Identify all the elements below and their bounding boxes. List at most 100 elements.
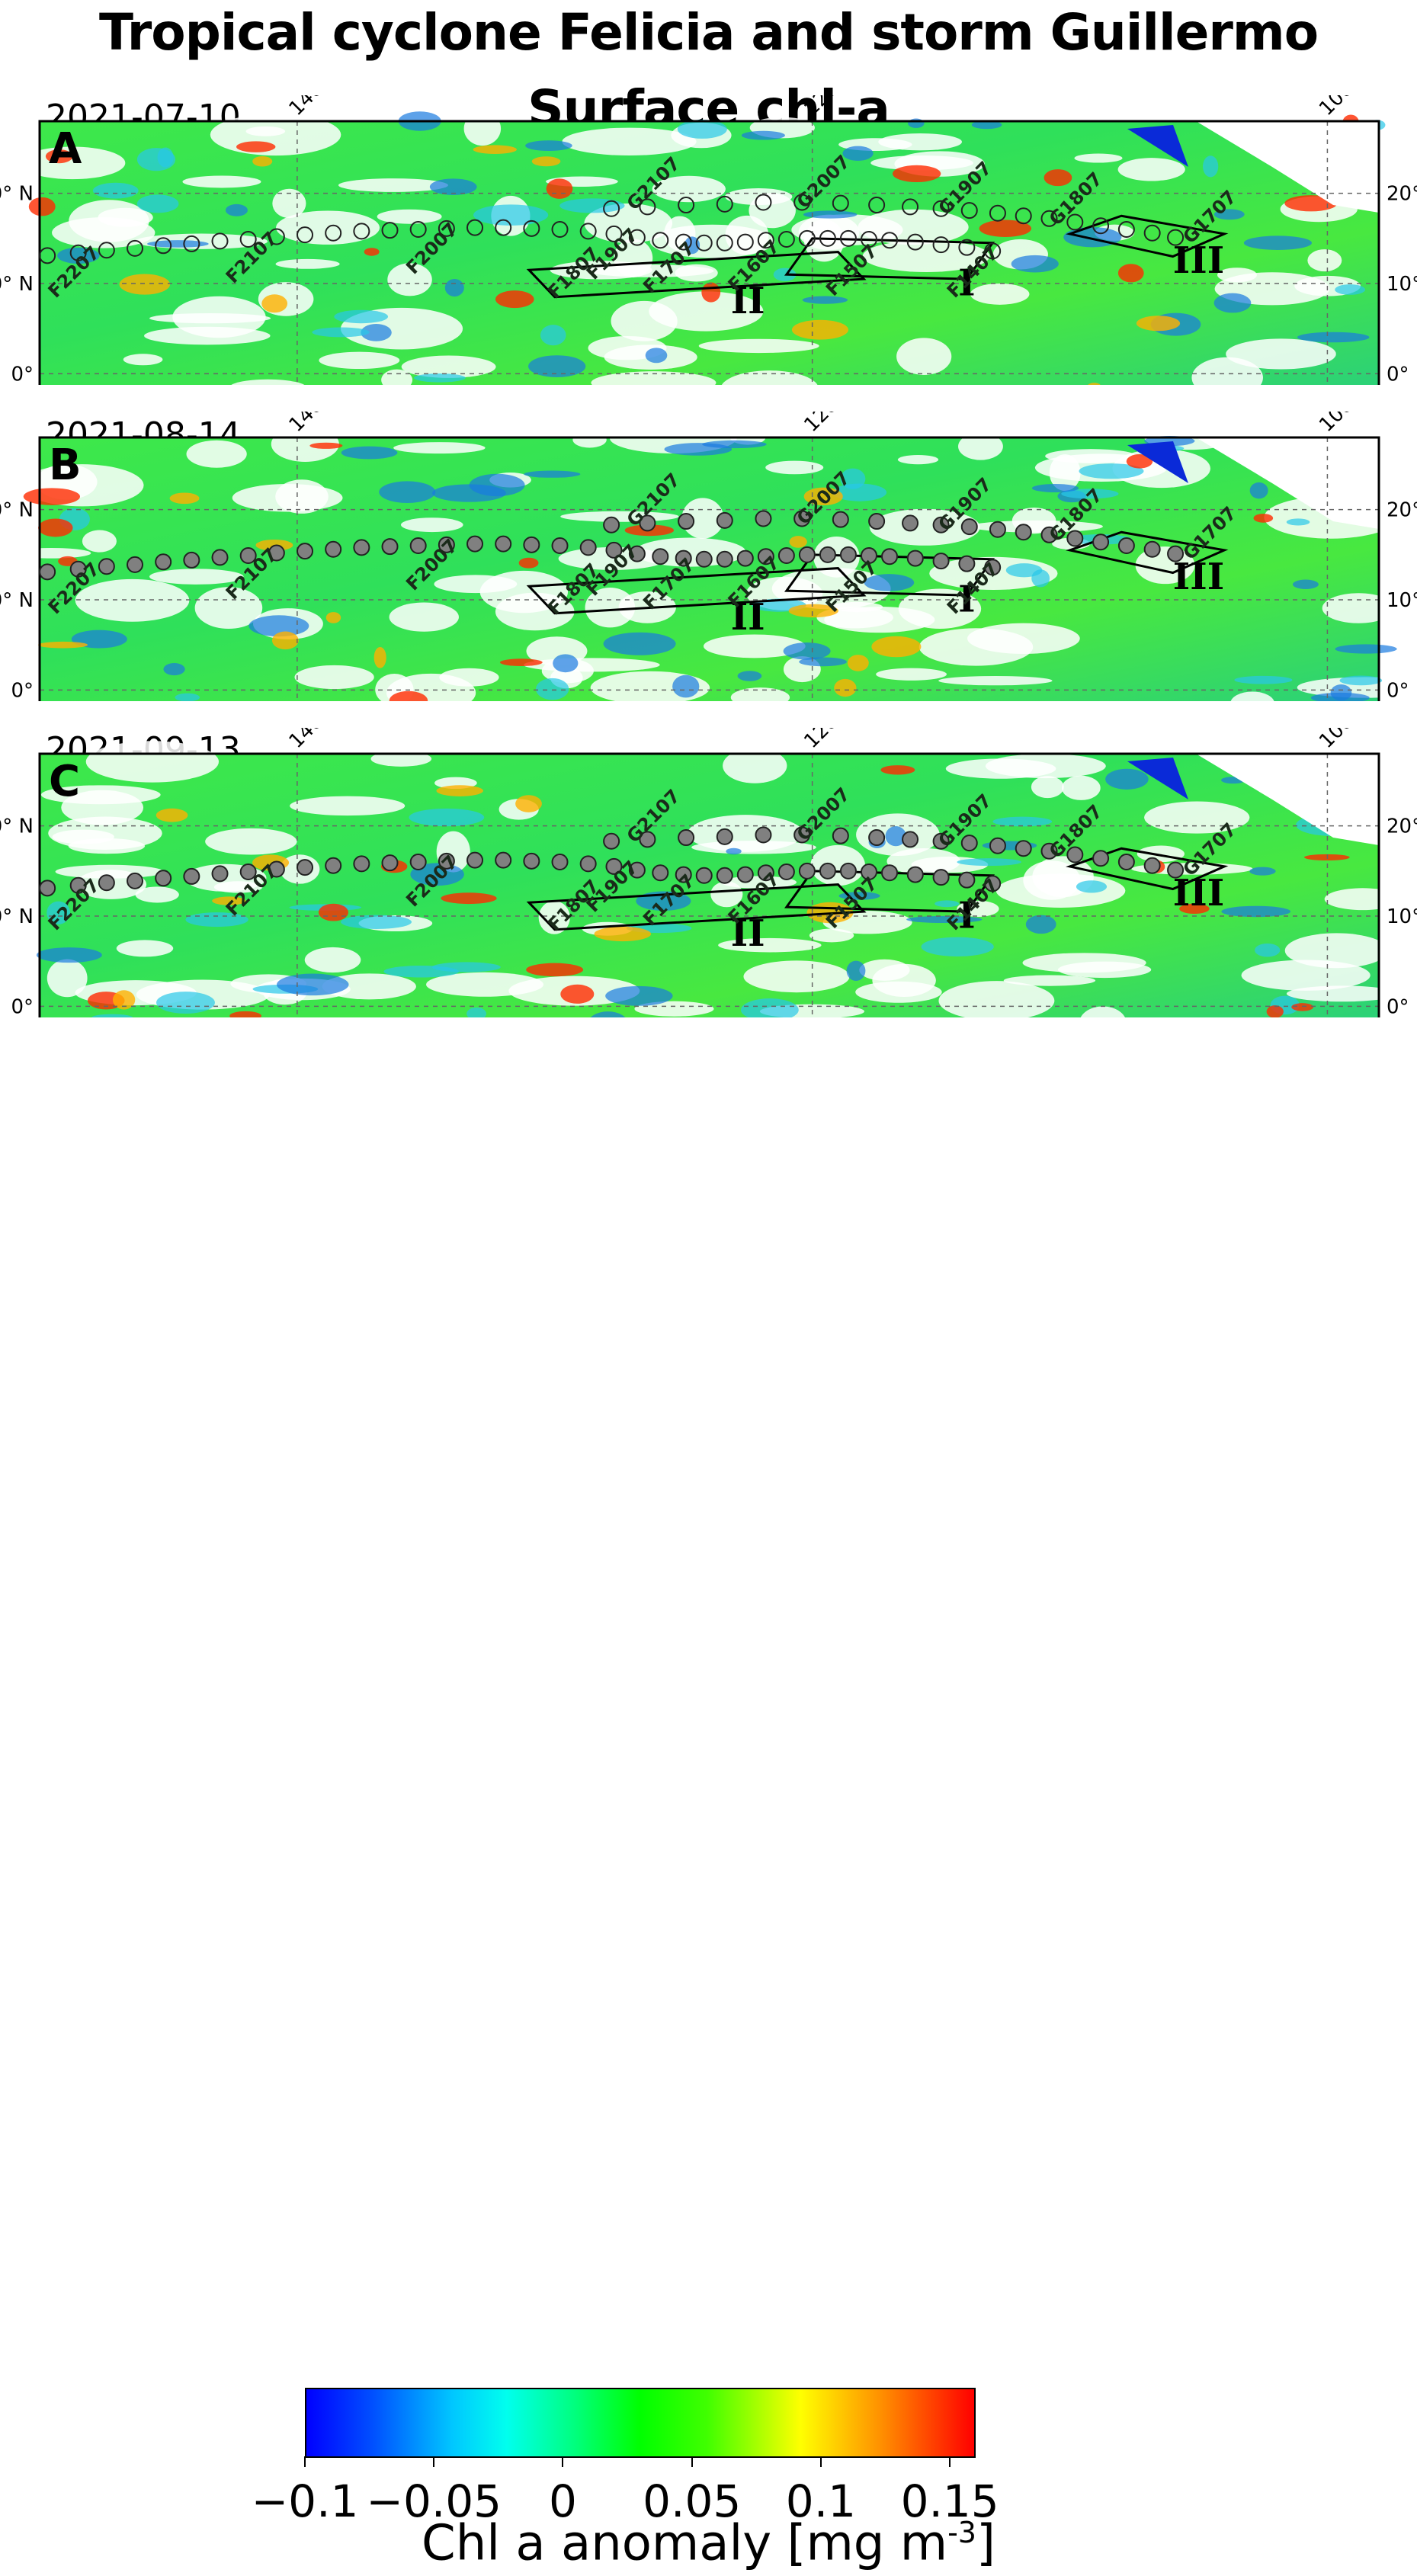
lat-tick-label-right: 0° <box>1387 679 1409 701</box>
low-chl-patch <box>473 204 549 226</box>
cloud-patch <box>967 623 1080 654</box>
felicia-track-point <box>98 874 115 892</box>
cloud-patch <box>1191 357 1263 385</box>
high-chl-patch <box>38 641 88 649</box>
cloud-patch <box>294 665 374 690</box>
guillermo-track-point <box>960 202 978 219</box>
region-label-II: II <box>731 596 765 639</box>
high-chl-patch <box>495 290 534 309</box>
felicia-track-point <box>906 233 924 251</box>
lat-tick-label-left: 10° N <box>0 273 34 296</box>
lat-tick-label-right: 20° N <box>1387 183 1417 206</box>
cloud-patch <box>652 175 726 203</box>
felicia-track-point <box>523 219 540 237</box>
high-chl-patch <box>28 197 56 216</box>
felicia-track-point <box>239 863 257 881</box>
region-label-I: I <box>958 578 975 620</box>
cloud-patch <box>809 928 854 943</box>
low-chl-patch <box>559 198 625 213</box>
baja-coast <box>1127 758 1188 799</box>
felicia-track-point <box>839 229 857 247</box>
low-chl-patch <box>469 473 525 497</box>
felicia-track-point <box>958 239 976 256</box>
felicia-track-point <box>409 221 427 238</box>
map-panel-b: 140° W140° W120° W120° W100° W100° W20° … <box>0 412 1417 701</box>
guillermo-track-point <box>1066 530 1084 547</box>
felicia-track-point <box>932 869 950 886</box>
felicia-track-point <box>353 223 370 240</box>
cloud-patch <box>862 240 990 273</box>
felicia-track-point <box>757 232 774 249</box>
low-chl-patch <box>1249 482 1268 499</box>
low-chl-patch <box>1335 644 1397 654</box>
low-chl-patch <box>341 446 398 460</box>
high-chl-patch <box>979 219 1032 238</box>
region-box-II <box>526 251 867 299</box>
felicia-track-point <box>466 535 484 553</box>
cloud-patch <box>123 354 163 366</box>
felicia-track-point <box>958 555 976 572</box>
guillermo-track-point <box>989 521 1006 538</box>
felicia-track-point <box>438 536 455 553</box>
cloud-patch <box>896 338 952 375</box>
felicia-track-point <box>495 535 512 553</box>
colorbar-tick-label: −0.1 <box>251 2475 359 2527</box>
guillermo-track-point <box>932 200 950 217</box>
high-chl-patch <box>252 155 273 167</box>
high-chl-patch <box>1291 1003 1314 1011</box>
cloud-patch <box>970 284 1030 305</box>
low-chl-patch <box>992 816 1053 827</box>
region-box-III <box>1066 530 1229 575</box>
guillermo-track-point <box>1117 537 1135 554</box>
low-chl-patch <box>334 309 389 324</box>
felicia-track-point <box>39 247 56 264</box>
high-chl-patch <box>236 141 276 152</box>
felicia-track-point <box>777 863 795 881</box>
colorbar-tick <box>819 2456 822 2467</box>
low-chl-patch <box>1310 692 1370 701</box>
low-chl-patch <box>466 1007 487 1017</box>
felicia-track-point <box>932 236 950 254</box>
cloud-patch <box>231 379 305 385</box>
felicia-track-point <box>211 232 229 250</box>
low-chl-patch <box>414 373 466 383</box>
felicia-track-point <box>551 221 569 238</box>
felicia-track-point <box>628 229 646 246</box>
guillermo-track-point <box>1167 861 1185 879</box>
region-box-I <box>784 553 995 597</box>
cloud-patch <box>116 940 174 957</box>
high-chl-patch <box>45 149 73 164</box>
felicia-track-point <box>353 855 370 873</box>
lat-tick-label-left: 20° N <box>0 499 34 522</box>
cloud-patch <box>232 484 343 512</box>
low-chl-patch <box>1105 768 1149 790</box>
felicia-track-point <box>675 233 692 251</box>
high-chl-patch <box>1117 264 1144 283</box>
region-label-III: III <box>1173 556 1224 598</box>
cloud-patch <box>290 796 406 816</box>
felicia-track-point <box>183 235 200 252</box>
felicia-track-point <box>881 548 899 566</box>
cloud-patch <box>393 442 486 454</box>
cloud-patch <box>1136 845 1185 863</box>
guillermo-track-point <box>1040 526 1058 543</box>
cloud-patch <box>718 937 822 953</box>
felicia-track-point <box>579 855 597 873</box>
felicia-track-point <box>239 547 257 565</box>
felicia-track-point <box>798 546 816 563</box>
high-chl-patch <box>1179 903 1210 915</box>
lat-tick-label-right: 20° N <box>1387 815 1417 838</box>
lat-tick-label-left: 10° N <box>0 589 34 612</box>
cloud-patch <box>19 146 126 180</box>
region-box-II <box>526 883 867 931</box>
felicia-track-point <box>325 540 342 558</box>
low-chl-patch <box>248 615 309 637</box>
felicia-track-point <box>628 861 646 879</box>
guillermo-track-point <box>960 518 978 536</box>
colorbar-tick <box>433 2456 435 2467</box>
cloud-patch <box>69 200 149 242</box>
low-chl-patch <box>524 470 581 478</box>
high-chl-patch <box>892 165 941 183</box>
felicia-track-point <box>551 854 569 870</box>
guillermo-track-point <box>1092 217 1110 235</box>
